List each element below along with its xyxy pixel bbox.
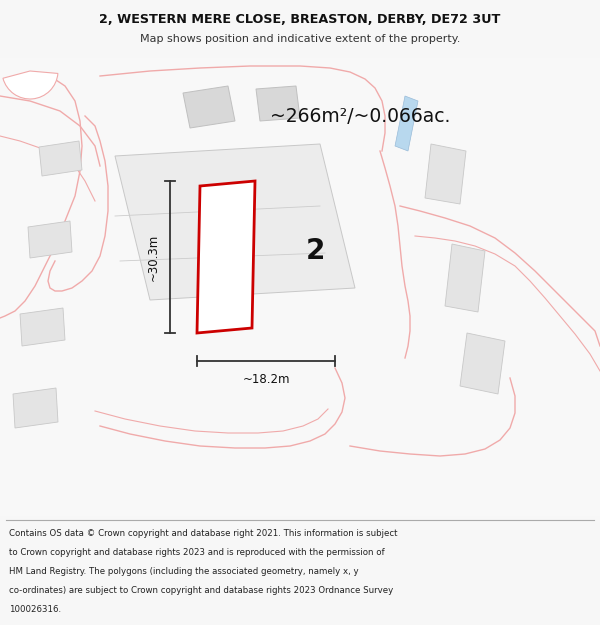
Polygon shape: [460, 333, 505, 394]
Text: 2: 2: [305, 237, 325, 265]
Text: 2, WESTERN MERE CLOSE, BREASTON, DERBY, DE72 3UT: 2, WESTERN MERE CLOSE, BREASTON, DERBY, …: [100, 12, 500, 26]
Polygon shape: [28, 221, 72, 258]
Text: ~266m²/~0.066ac.: ~266m²/~0.066ac.: [270, 106, 451, 126]
Polygon shape: [13, 388, 58, 428]
Polygon shape: [256, 86, 300, 121]
Polygon shape: [197, 181, 255, 333]
Text: HM Land Registry. The polygons (including the associated geometry, namely x, y: HM Land Registry. The polygons (includin…: [9, 568, 359, 576]
Text: co-ordinates) are subject to Crown copyright and database rights 2023 Ordnance S: co-ordinates) are subject to Crown copyr…: [9, 586, 393, 595]
Text: ~30.3m: ~30.3m: [147, 233, 160, 281]
Polygon shape: [20, 308, 65, 346]
Polygon shape: [0, 58, 600, 516]
Wedge shape: [3, 71, 58, 99]
Polygon shape: [183, 86, 235, 128]
Polygon shape: [395, 96, 418, 151]
Text: ~18.2m: ~18.2m: [242, 373, 290, 386]
Polygon shape: [39, 141, 82, 176]
Polygon shape: [425, 144, 466, 204]
Text: 100026316.: 100026316.: [9, 606, 61, 614]
Text: Map shows position and indicative extent of the property.: Map shows position and indicative extent…: [140, 34, 460, 44]
Polygon shape: [115, 144, 355, 300]
Text: Contains OS data © Crown copyright and database right 2021. This information is : Contains OS data © Crown copyright and d…: [9, 529, 398, 538]
Polygon shape: [445, 244, 485, 312]
Text: to Crown copyright and database rights 2023 and is reproduced with the permissio: to Crown copyright and database rights 2…: [9, 548, 385, 557]
